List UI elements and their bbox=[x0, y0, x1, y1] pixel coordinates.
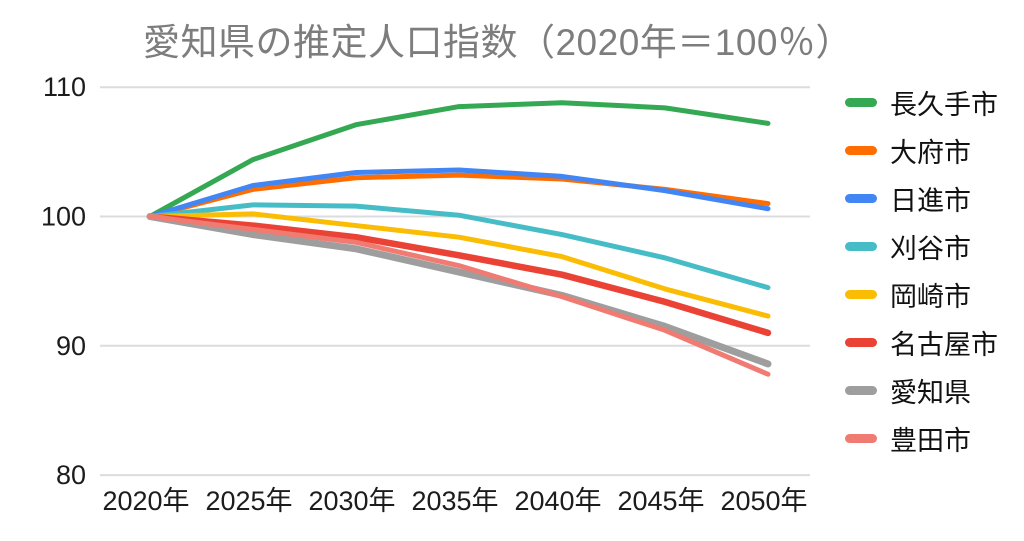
legend-swatch-icon bbox=[845, 193, 877, 203]
series-line-7 bbox=[147, 214, 771, 377]
legend-swatch-icon bbox=[845, 289, 877, 299]
legend-item-5: 名古屋市 bbox=[845, 318, 998, 366]
chart-title: 愛知県の推定人口指数（2020年＝100％） bbox=[142, 22, 854, 63]
series-line-5 bbox=[146, 213, 772, 337]
legend-label: 岡崎市 bbox=[890, 281, 971, 312]
legend-swatch-icon bbox=[845, 241, 877, 251]
legend: 長久手市大府市日進市刈谷市岡崎市名古屋市愛知県豊田市 bbox=[845, 78, 998, 462]
legend-item-1: 大府市 bbox=[845, 126, 998, 174]
legend-item-0: 長久手市 bbox=[845, 78, 998, 126]
legend-label: 名古屋市 bbox=[890, 329, 998, 360]
x-axis-tick-label: 2050年 bbox=[720, 486, 807, 516]
y-axis-tick-label: 100 bbox=[41, 202, 86, 232]
x-axis-tick-label: 2045年 bbox=[617, 486, 704, 516]
x-axis-tick-label: 2030年 bbox=[308, 486, 395, 516]
legend-label: 刈谷市 bbox=[890, 233, 971, 264]
legend-swatch-icon bbox=[845, 97, 877, 107]
legend-item-7: 豊田市 bbox=[845, 414, 998, 462]
legend-item-2: 日進市 bbox=[845, 174, 998, 222]
legend-swatch-icon bbox=[845, 145, 877, 155]
x-axis-tick-label: 2020年 bbox=[102, 486, 189, 516]
legend-label: 日進市 bbox=[890, 185, 971, 216]
series-line-1 bbox=[147, 172, 771, 219]
series-line-0 bbox=[147, 100, 771, 219]
legend-item-6: 愛知県 bbox=[845, 366, 998, 414]
series-line-2 bbox=[147, 167, 771, 219]
series-line-3 bbox=[147, 202, 771, 291]
legend-item-3: 刈谷市 bbox=[845, 222, 998, 270]
legend-swatch-icon bbox=[845, 337, 877, 347]
legend-label: 長久手市 bbox=[890, 89, 998, 120]
legend-label: 豊田市 bbox=[890, 425, 971, 456]
x-axis-tick-label: 2040年 bbox=[514, 486, 601, 516]
y-axis-tick-label: 90 bbox=[56, 331, 86, 361]
series-line-4 bbox=[147, 211, 771, 319]
x-axis-tick-label: 2025年 bbox=[205, 486, 292, 516]
legend-swatch-icon bbox=[845, 385, 877, 395]
y-axis-tick-label: 80 bbox=[56, 460, 86, 490]
legend-swatch-icon bbox=[845, 433, 877, 443]
x-axis-tick-label: 2035年 bbox=[411, 486, 498, 516]
legend-label: 愛知県 bbox=[890, 377, 971, 408]
legend-item-4: 岡崎市 bbox=[845, 270, 998, 318]
legend-label: 大府市 bbox=[890, 137, 971, 168]
series-line-6 bbox=[146, 213, 772, 368]
y-axis-tick-label: 110 bbox=[43, 72, 86, 102]
